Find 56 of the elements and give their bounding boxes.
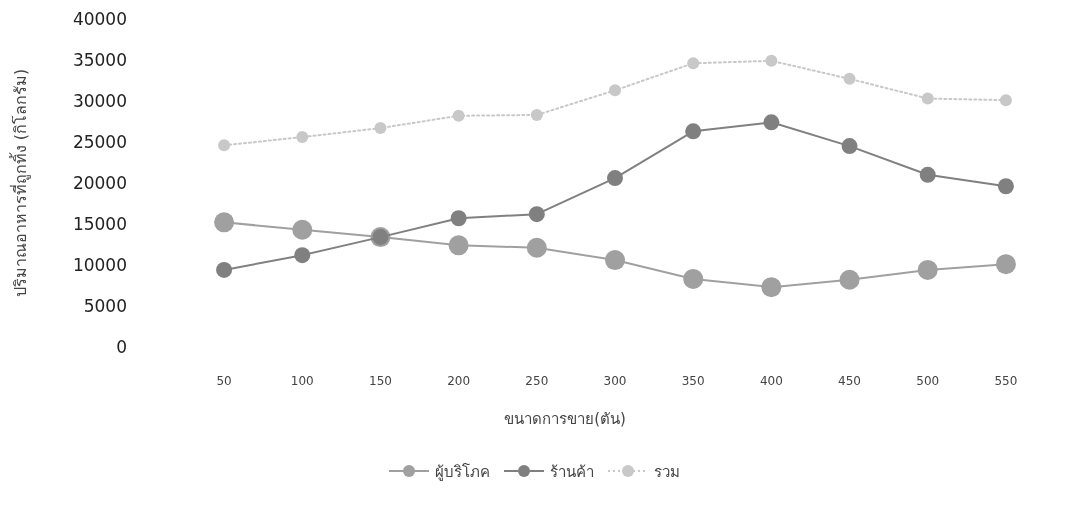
x-tick-label: 500 [916, 374, 940, 388]
point [839, 269, 860, 290]
point [374, 122, 387, 135]
point [687, 57, 700, 70]
x-tick-label: 150 [369, 374, 392, 388]
point [999, 94, 1012, 107]
y-tick-label: 5000 [83, 296, 127, 316]
y-axis-title: ปริมาณอาหารที่ถูกทิ้ง (กิโลกรัม) [9, 68, 31, 298]
y-tick-label: 10000 [72, 255, 127, 275]
point [607, 170, 623, 187]
point [216, 261, 233, 278]
x-axis-title: ขนาดการขาย(ตัน) [504, 410, 626, 428]
y-tick-label: 35000 [72, 50, 127, 70]
y-tick-label: 0 [116, 337, 127, 357]
point [683, 268, 704, 289]
point [685, 123, 702, 140]
x-tick-label: 300 [603, 374, 627, 388]
point [763, 114, 780, 131]
y-tick-label: 40000 [72, 9, 127, 29]
point [995, 254, 1016, 275]
point [919, 166, 936, 183]
legend-label: ผู้บริโภค [435, 463, 490, 481]
y-tick-label: 30000 [72, 91, 127, 111]
point [917, 259, 938, 280]
point [214, 212, 235, 233]
point [997, 178, 1014, 195]
point [292, 219, 313, 240]
point [841, 138, 858, 155]
point [528, 206, 545, 223]
x-tick-label: 450 [838, 374, 861, 388]
x-tick-label: 250 [525, 374, 549, 388]
x-tick-label: 200 [447, 374, 471, 388]
point [530, 108, 543, 121]
y-tick-label: 20000 [72, 173, 127, 193]
x-tick-label: 350 [681, 374, 705, 388]
legend-label: รวม [654, 463, 680, 481]
point [921, 92, 934, 105]
point [448, 235, 469, 256]
point [294, 247, 311, 264]
point [526, 237, 547, 258]
point [296, 131, 309, 144]
y-tick-label: 15000 [72, 214, 127, 234]
x-tick-label: 100 [290, 374, 314, 388]
point [609, 84, 621, 97]
y-tick-label: 25000 [72, 132, 127, 152]
x-tick-label: 50 [216, 374, 232, 388]
point [761, 277, 782, 298]
point [843, 72, 856, 85]
x-tick-label: 550 [994, 374, 1018, 388]
point [605, 250, 625, 271]
point [452, 109, 465, 122]
point [218, 139, 231, 152]
x-tick-label: 400 [759, 374, 783, 388]
legend-label: ร้านค้า [550, 463, 594, 481]
point [450, 210, 467, 227]
point [765, 54, 778, 67]
